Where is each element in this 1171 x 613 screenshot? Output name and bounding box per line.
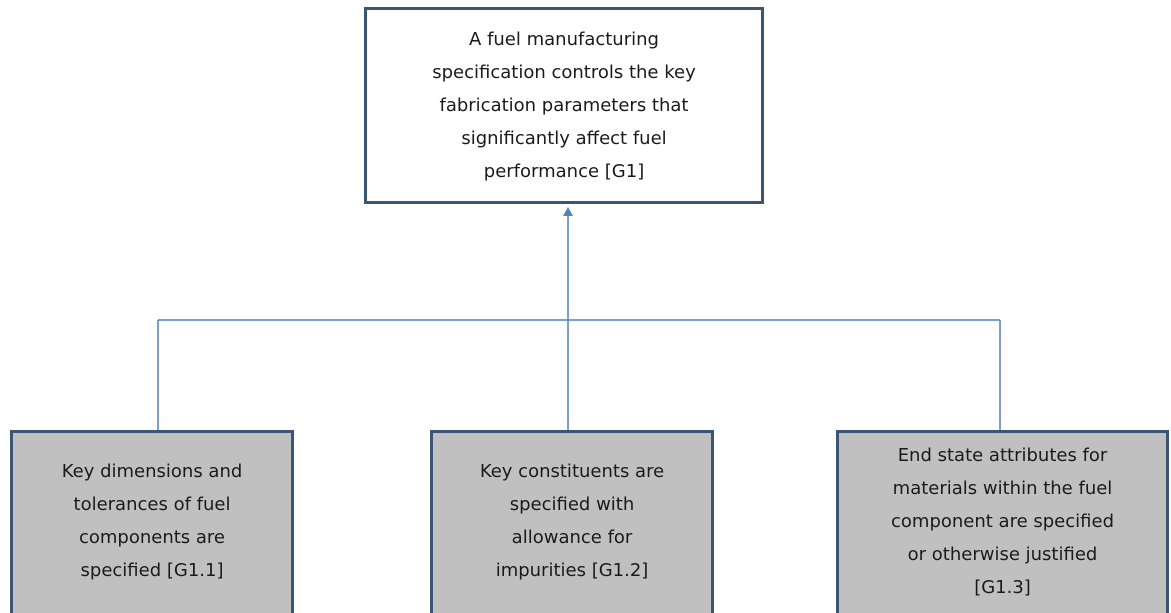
node-text: specification controls the key bbox=[432, 62, 696, 83]
node-text: materials within the fuel bbox=[892, 478, 1113, 499]
node-text: specified with bbox=[509, 494, 635, 515]
node-text: fabrication parameters that bbox=[439, 95, 689, 116]
node-text: tolerances of fuel bbox=[73, 494, 231, 515]
node-text: components are bbox=[78, 527, 226, 548]
node-text: significantly affect fuel bbox=[461, 128, 667, 149]
goal-node: A fuel manufacturing specification contro… bbox=[364, 7, 764, 204]
subgoal-node: Key constituents are specified with allowa… bbox=[430, 430, 714, 613]
node-text: A fuel manufacturing bbox=[469, 29, 659, 50]
node-text: [G1.3] bbox=[974, 577, 1031, 598]
node-text: Key constituents are bbox=[479, 461, 665, 482]
node-text: impurities [G1.2] bbox=[495, 560, 649, 581]
node-text: End state attributes for bbox=[897, 445, 1108, 466]
node-text: or otherwise justified bbox=[907, 544, 1098, 565]
subgoal-node: Key dimensions and tolerances of fuel comp… bbox=[10, 430, 294, 613]
node-text: performance [G1] bbox=[483, 161, 645, 182]
subgoal-node: End state attributes for materials within… bbox=[836, 430, 1169, 613]
node-text: component are specified bbox=[891, 511, 1114, 532]
node-text: specified [G1.1] bbox=[80, 560, 224, 581]
node-text: allowance for bbox=[511, 527, 633, 548]
node-text: Key dimensions and bbox=[61, 461, 243, 482]
